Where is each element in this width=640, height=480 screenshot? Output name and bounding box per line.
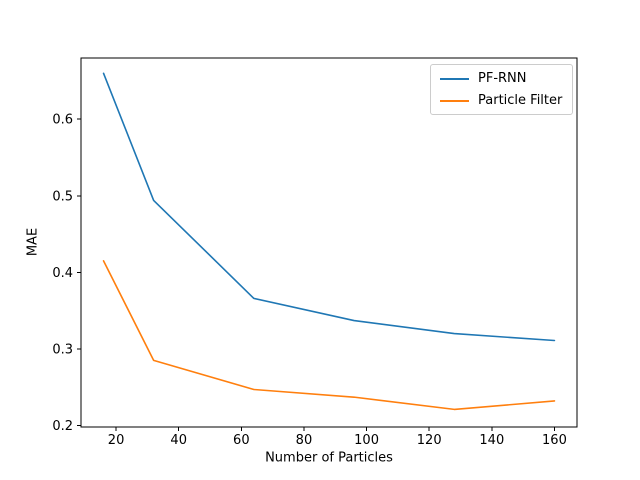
pf-rnn-line-swatch [440,77,469,80]
x-tick-label: 160 [542,433,567,448]
x-tick-label: 20 [108,433,125,448]
x-axis-label: Number of Particles [265,450,393,466]
x-tick-label: 80 [296,433,313,448]
x-tick-label: 120 [417,433,442,448]
y-tick-label: 0.3 [52,342,73,357]
legend-label-pf-rnn: PF-RNN [478,71,527,86]
legend-entry-pf-rnn: PF-RNN [440,71,562,86]
series-line-particle-filter [102,260,556,411]
legend-label-particle-filter: Particle Filter [478,93,563,108]
y-tick-label: 0.6 [52,113,73,128]
legend-entry-particle-filter: Particle Filter [440,93,562,108]
particle-filter-line-swatch [440,99,469,102]
axes-spines [80,57,578,428]
y-tick-label: 0.4 [52,266,73,281]
y-tick-label: 0.5 [52,189,73,204]
legend: PF-RNN Particle Filter [430,64,574,115]
x-tick-label: 40 [170,433,187,448]
y-tick-label: 0.2 [52,419,73,434]
series-line-pf-rnn [102,72,556,342]
x-tick-label: 100 [354,433,379,448]
x-tick-label: 140 [479,433,504,448]
x-tick-label: 60 [233,433,250,448]
y-axis-label: MAE [25,227,41,257]
